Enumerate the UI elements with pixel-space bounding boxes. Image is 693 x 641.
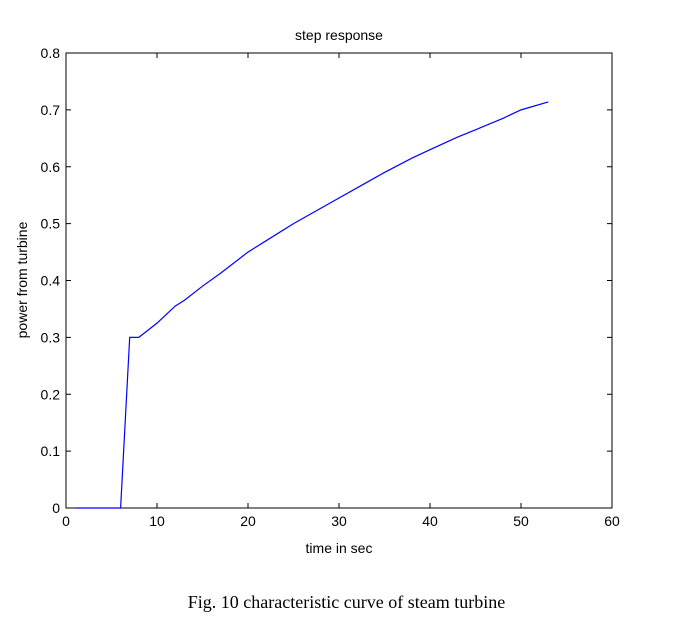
x-tick-label: 40 <box>422 513 438 529</box>
y-axis-label: power from turbine <box>14 221 30 338</box>
plot-area <box>65 52 613 509</box>
y-tick-label: 0.4 <box>41 273 61 289</box>
y-tick-label: 0.5 <box>41 216 61 232</box>
chart-title: step response <box>295 27 383 43</box>
y-tick-label: 0 <box>52 500 60 516</box>
chart: step response time in sec power from tur… <box>14 27 620 556</box>
series-line <box>75 101 549 509</box>
x-tick-label: 30 <box>331 513 347 529</box>
y-tick-label: 0.7 <box>41 102 61 118</box>
y-tick-label: 0.3 <box>41 329 61 345</box>
y-tick-label: 0.2 <box>41 386 61 402</box>
y-tick-label: 0.6 <box>41 159 61 175</box>
x-tick-label: 10 <box>149 513 165 529</box>
y-tick-label: 0.8 <box>41 45 61 61</box>
x-tick-label: 60 <box>604 513 620 529</box>
figure-caption: Fig. 10 characteristic curve of steam tu… <box>187 592 506 612</box>
x-tick-label: 0 <box>62 513 70 529</box>
x-tick-label: 20 <box>240 513 256 529</box>
x-axis-label: time in sec <box>306 540 373 556</box>
y-tick-label: 0.1 <box>41 443 61 459</box>
x-tick-label: 50 <box>513 513 529 529</box>
